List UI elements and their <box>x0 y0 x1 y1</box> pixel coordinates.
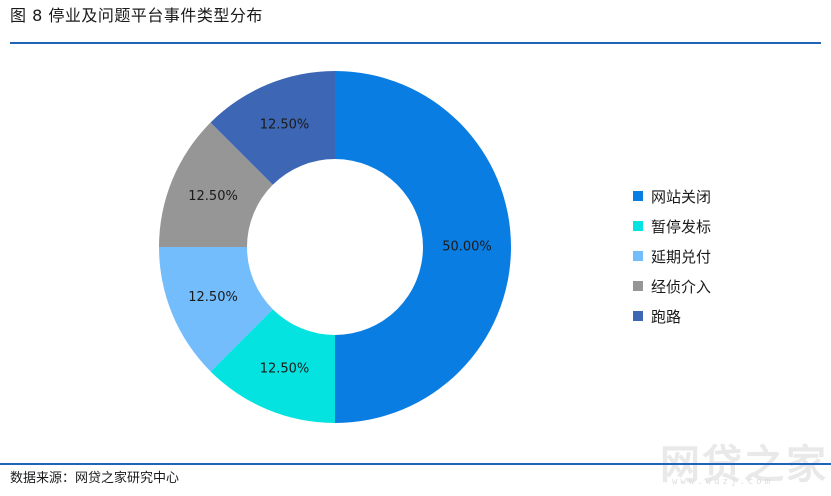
source-note: 数据来源：网贷之家研究中心 <box>10 471 180 486</box>
slice-data-label: 12.50% <box>260 118 310 133</box>
legend-swatch <box>633 221 643 231</box>
legend-swatch <box>633 191 643 201</box>
legend-swatch <box>633 281 643 291</box>
slice-data-label: 12.50% <box>188 290 238 305</box>
chart-legend: 网站关闭暂停发标延期兑付经侦介入跑路 <box>633 181 711 331</box>
slice-data-label: 12.50% <box>188 189 238 204</box>
donut-slice <box>159 247 273 372</box>
legend-item: 跑路 <box>633 301 711 331</box>
source-rule <box>0 463 831 465</box>
legend-item: 经侦介入 <box>633 271 711 301</box>
watermark-url: www.wdzj.com <box>672 477 774 487</box>
donut-slice <box>159 122 273 247</box>
legend-label: 跑路 <box>651 307 682 326</box>
legend-label: 网站关闭 <box>651 187 712 206</box>
slice-data-label: 12.50% <box>260 361 310 376</box>
slice-data-label: 50.00% <box>442 240 492 255</box>
legend-label: 经侦介入 <box>651 277 712 296</box>
donut-slice <box>210 71 335 185</box>
legend-item: 网站关闭 <box>633 181 711 211</box>
legend-swatch <box>633 311 643 321</box>
title-rule <box>10 42 821 44</box>
legend-item: 延期兑付 <box>633 241 711 271</box>
legend-swatch <box>633 251 643 261</box>
donut-slice <box>335 71 511 423</box>
legend-label: 延期兑付 <box>651 247 712 266</box>
figure-title: 图 8 停业及问题平台事件类型分布 <box>10 6 263 25</box>
donut-slice <box>210 309 335 423</box>
legend-item: 暂停发标 <box>633 211 711 241</box>
watermark-logo: 网贷之家 <box>660 442 828 488</box>
legend-label: 暂停发标 <box>651 217 712 236</box>
